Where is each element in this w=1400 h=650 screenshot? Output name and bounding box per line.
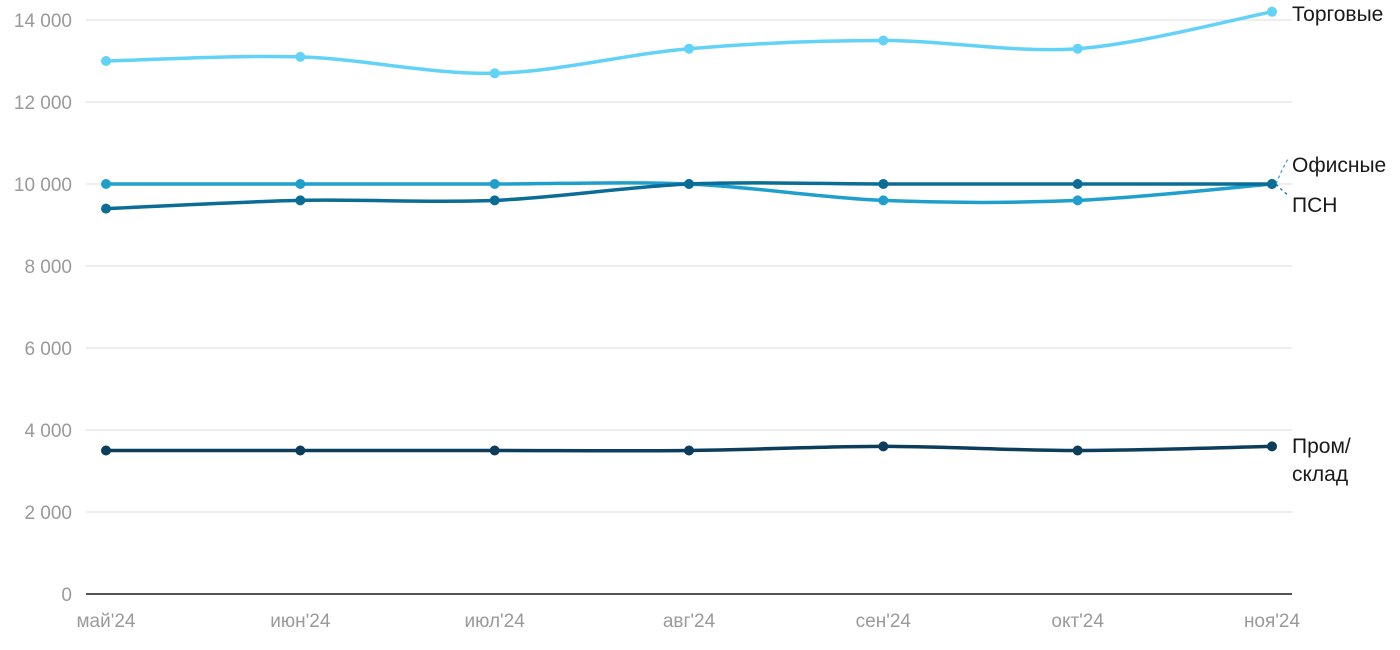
series-2-point [1267,179,1277,189]
series-3-point [878,441,889,452]
series-1-label: Офисные [1292,154,1386,177]
series-3-point [489,445,500,456]
series-3-point [1072,445,1083,456]
y-tick-label: 2 000 [24,503,72,524]
series-labels: Торговые Офисные ПСН Пром/склад [1275,3,1386,486]
series-0-point [1072,43,1083,54]
gridlines [86,19,1292,513]
x-axis-ticks: май'24 июн'24 июл'24 авг'24 сен'24 окт'24 ноя'… [76,611,1300,632]
series-2-label: ПСН [1292,194,1337,217]
series-3-point [684,445,694,456]
series-2-label-leader [1275,183,1289,196]
y-tick-label: 6 000 [24,339,72,360]
series-2-point [489,195,500,206]
series-1-point [101,179,111,189]
series-0-point [489,68,500,79]
series-0-line [104,10,1274,76]
series-2-point [684,179,694,189]
series-1-label-leader [1275,158,1289,185]
series-3-label: Пром/склад [1292,435,1351,486]
series-2 [101,179,1277,214]
x-tick-label: май'24 [76,611,135,632]
y-tick-label: 14 000 [14,11,72,32]
series-3-point [101,445,111,456]
y-tick-label: 0 [61,585,72,606]
series-1-point [878,195,889,206]
series-1-point [295,179,306,189]
series-1-point [1072,195,1083,206]
x-tick-label: июл'24 [465,611,526,632]
y-tick-label: 8 000 [24,257,72,278]
series-2-point [878,179,889,189]
series-3-point [1267,441,1277,452]
y-tick-label: 4 000 [24,421,72,442]
series-1-point [489,179,500,189]
series-0-point [101,56,111,66]
x-tick-label: окт'24 [1051,611,1104,632]
series-0 [101,6,1277,79]
x-tick-label: ноя'24 [1244,611,1301,632]
series-2-point [101,203,111,214]
x-tick-label: сен'24 [856,611,912,632]
y-tick-label: 10 000 [14,175,72,196]
series-0-point [684,43,694,54]
series-3-point [295,445,306,456]
series-0-label: Торговые [1292,3,1383,26]
x-tick-label: авг'24 [663,611,716,632]
series-0-point [295,51,306,62]
series-2-point [295,195,306,206]
y-tick-label: 12 000 [14,93,72,114]
x-tick-label: июн'24 [270,611,331,632]
series-3 [101,441,1277,456]
series-0-point [878,35,889,46]
series-2-point [1072,179,1083,189]
series-lines [101,6,1277,456]
series-0-point [1267,6,1277,17]
y-axis-ticks: 0 2 000 4 000 6 000 8 000 10 000 12 000 14 000 [14,11,72,606]
